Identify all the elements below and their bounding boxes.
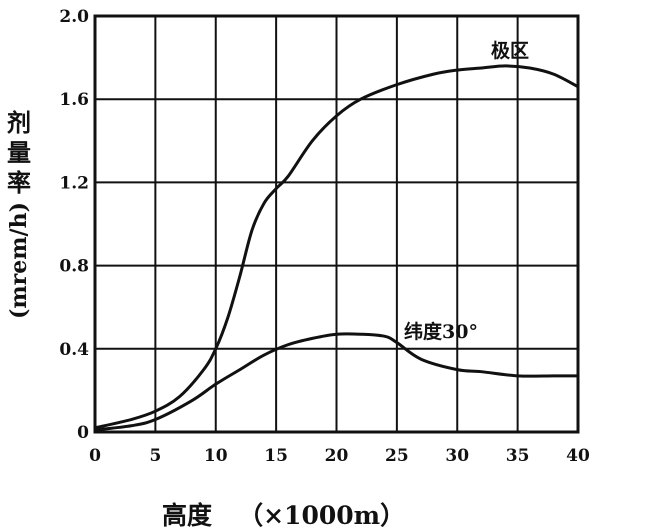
x-tick-label-1: 5 — [149, 446, 161, 466]
y-axis-label: 剂 量 率 (mrem/h) — [4, 108, 34, 319]
y-tick-label-0: 0 — [77, 423, 89, 443]
x-tick-label-6: 30 — [445, 446, 469, 466]
plot-frame — [93, 14, 580, 434]
x-tick-labels: 0 5 10 15 20 25 30 35 40 — [89, 446, 590, 466]
y-tick-labels: 0 0.4 0.8 1.2 1.6 2.0 — [59, 7, 89, 443]
y-axis-label-char-3: 率 — [7, 168, 31, 197]
y-axis-label-char-2: 量 — [7, 138, 31, 167]
y-tick-label-4: 1.6 — [59, 90, 89, 110]
x-tick-label-2: 10 — [204, 446, 228, 466]
x-tick-label-5: 25 — [385, 446, 409, 466]
series-line-latitude-30 — [93, 332, 580, 432]
x-tick-label-0: 0 — [89, 446, 101, 466]
x-tick-label-7: 35 — [506, 446, 530, 466]
x-tick-label-3: 15 — [264, 446, 288, 466]
series-line-polar — [93, 64, 580, 430]
gridlines — [93, 14, 580, 434]
series-lines — [93, 64, 580, 432]
y-axis-label-char-1: 剂 — [7, 108, 31, 137]
series-label-latitude-30: 纬度30° — [404, 320, 478, 343]
y-axis-unit: (mrem/h) — [6, 202, 32, 319]
y-tick-label-5: 2.0 — [59, 7, 89, 27]
x-tick-label-8: 40 — [566, 446, 590, 466]
series-label-polar: 极区 — [491, 39, 529, 62]
x-axis-label: 高度 （×1000m） — [162, 501, 406, 530]
y-tick-label-3: 1.2 — [59, 173, 89, 193]
y-tick-label-2: 0.8 — [59, 257, 89, 277]
x-tick-label-4: 20 — [325, 446, 349, 466]
y-tick-label-1: 0.4 — [59, 340, 89, 360]
